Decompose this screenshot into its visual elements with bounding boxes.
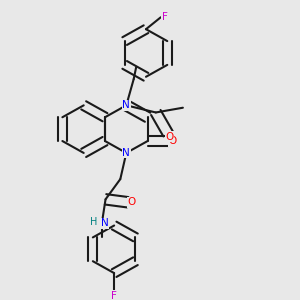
Text: O: O [168,136,176,146]
Text: F: F [111,291,117,300]
Text: F: F [162,12,168,22]
Text: N: N [122,148,130,158]
Text: N: N [101,218,109,228]
Text: H: H [90,217,97,227]
Text: O: O [128,197,136,207]
Text: O: O [166,132,174,142]
Text: N: N [122,100,130,110]
